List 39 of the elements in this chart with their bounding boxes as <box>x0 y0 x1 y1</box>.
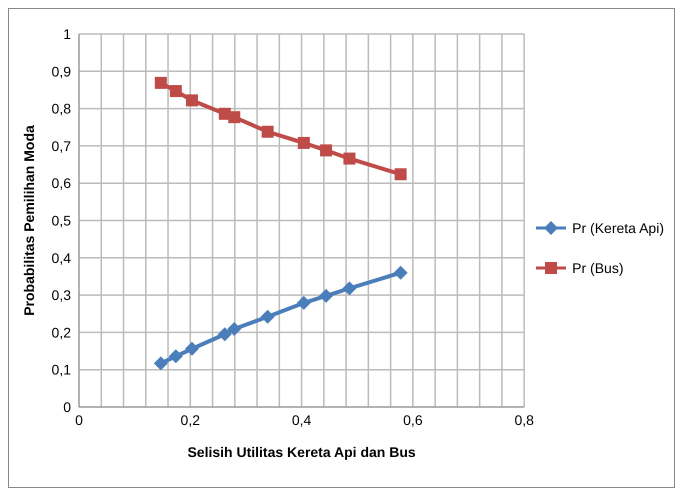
y-tick-label: 0,1 <box>52 362 72 378</box>
legend-label: Pr (Kereta Api) <box>572 220 664 236</box>
x-tick-label: 0 <box>75 412 84 428</box>
y-tick-label: 0,3 <box>52 287 72 304</box>
y-tick-label: 0 <box>63 398 72 415</box>
legend-label: Pr (Bus) <box>572 260 624 276</box>
x-tick-label: 0,2 <box>180 412 200 428</box>
x-tick-label: 0,8 <box>514 412 534 428</box>
point <box>298 136 310 149</box>
y-tick-label: 0,7 <box>52 138 72 154</box>
point <box>394 168 407 180</box>
point <box>342 281 356 296</box>
point <box>228 111 240 124</box>
y-tick-label: 0,6 <box>52 175 72 192</box>
point <box>320 144 332 156</box>
point <box>218 327 232 342</box>
point <box>154 76 167 89</box>
point <box>260 310 275 324</box>
y-tick-label: 1 <box>63 26 72 42</box>
point <box>154 356 168 370</box>
point <box>319 288 334 303</box>
point <box>343 152 356 165</box>
point <box>186 94 198 106</box>
x-tick-label: 0,4 <box>292 412 312 428</box>
point <box>168 349 183 364</box>
point <box>296 296 311 310</box>
y-tick-label: 0,8 <box>52 100 72 117</box>
y-tick-label: 0,5 <box>52 212 72 228</box>
y-tick-label: 0,9 <box>52 63 72 80</box>
point <box>227 322 242 336</box>
point <box>394 266 408 280</box>
point <box>262 126 274 138</box>
y-tick-label: 0,2 <box>52 324 72 340</box>
y-axis-title: Probabilitas Pemilihan Moda <box>20 124 37 316</box>
point <box>170 85 182 98</box>
y-tick-label: 0,4 <box>52 250 72 266</box>
point <box>184 342 199 356</box>
x-tick-label: 0,6 <box>403 412 423 428</box>
x-axis-title: Selisih Utilitas Kereta Api dan Bus <box>187 444 416 460</box>
